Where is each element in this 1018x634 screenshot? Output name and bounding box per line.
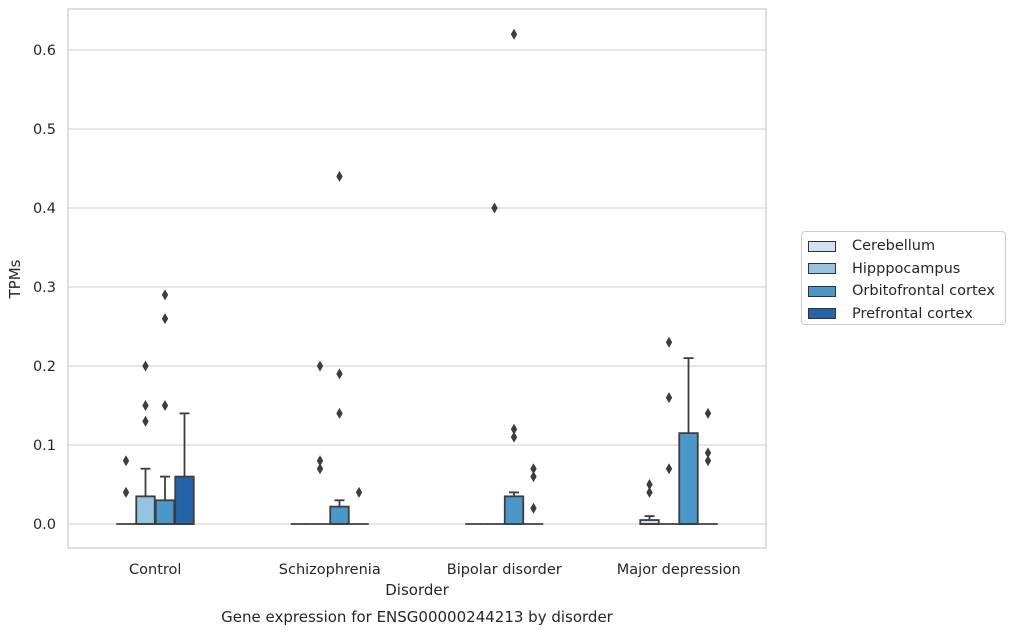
outlier-point (161, 289, 169, 301)
box-body (329, 505, 350, 525)
outlier-point (510, 423, 518, 435)
outlier-point (161, 313, 169, 325)
outlier-point (142, 415, 149, 427)
outlier-point (336, 170, 343, 182)
outlier-point (316, 455, 324, 467)
outlier-point (510, 28, 518, 40)
box-body (503, 495, 525, 525)
outlier-point (122, 455, 130, 467)
legend-label: Orbitofrontal cortex (852, 283, 995, 300)
outlier-point (336, 368, 343, 380)
outlier-point (646, 486, 653, 498)
outlier-point (122, 486, 130, 498)
y-tick-label: 0.3 (33, 280, 56, 296)
legend-item: Orbitofrontal cortex (808, 280, 1005, 303)
outlier-point (142, 400, 149, 411)
box-body (678, 432, 699, 525)
outliers (122, 28, 712, 514)
box-2-3 (678, 357, 699, 525)
y-tick-label: 0.2 (33, 359, 56, 375)
x-tick-labels: Control Schizophrenia Bipolar disorder Majo… (129, 562, 741, 578)
outlier-point (316, 463, 324, 475)
grid-lines (68, 49, 766, 525)
box-body (135, 495, 156, 525)
outlier-point (510, 431, 518, 443)
outlier-point (491, 202, 498, 214)
outlier-point (530, 463, 537, 475)
outlier-point (704, 407, 712, 419)
outlier-point (161, 400, 169, 411)
outlier-point (142, 360, 149, 372)
box-0-3 (639, 515, 660, 525)
chart-title: Gene expression for ENSG00000244213 by d… (221, 608, 614, 626)
outlier-point (530, 502, 537, 514)
legend: Cerebellum Hipppocampus Orbitofrontal cort… (801, 231, 1006, 325)
box-1-0 (135, 467, 156, 525)
x-tick-label: Major depression (617, 562, 741, 578)
box-2-1 (329, 499, 350, 525)
outlier-point (336, 407, 343, 419)
outlier-point (704, 447, 712, 459)
box-body (174, 475, 195, 525)
y-tick-label: 0.4 (33, 201, 56, 217)
x-tick-label: Schizophrenia (279, 562, 381, 578)
legend-swatch (808, 308, 836, 320)
y-tick-label: 0.5 (33, 122, 56, 138)
y-tick-label: 0.6 (33, 43, 56, 59)
x-axis-label: Disorder (385, 581, 449, 599)
x-tick-label: Control (129, 562, 181, 578)
legend-label: Cerebellum (852, 238, 936, 255)
outlier-point (665, 392, 673, 404)
box-3-0 (174, 412, 195, 525)
y-tick-label: 0.0 (33, 517, 56, 533)
legend-item: Cerebellum (808, 235, 1005, 258)
outlier-point (316, 360, 324, 372)
y-axis-label: TPMs (6, 259, 24, 299)
y-tick-labels: 0.0 0.1 0.2 0.3 0.4 0.5 0.6 (33, 43, 56, 533)
legend-swatch (808, 240, 836, 252)
legend-swatch (808, 285, 836, 297)
outlier-point (704, 455, 712, 467)
box-2-0 (154, 475, 176, 525)
plot-area-frame (67, 8, 767, 549)
legend-label: Prefrontal cortex (852, 305, 973, 322)
outlier-point (646, 479, 653, 490)
y-tick-label: 0.1 (33, 438, 56, 454)
box-2-2 (503, 491, 525, 525)
legend-item: Prefrontal cortex (808, 303, 1005, 326)
legend-label: Hipppocampus (852, 260, 961, 277)
x-tick-label: Bipolar disorder (447, 562, 562, 578)
legend-item: Hipppocampus (808, 258, 1005, 281)
boxes (116, 357, 718, 525)
legend-swatch (808, 263, 836, 275)
box-body (154, 499, 176, 525)
outlier-point (665, 463, 673, 475)
outlier-point (530, 471, 537, 483)
outlier-point (355, 486, 363, 498)
outlier-point (665, 336, 673, 348)
